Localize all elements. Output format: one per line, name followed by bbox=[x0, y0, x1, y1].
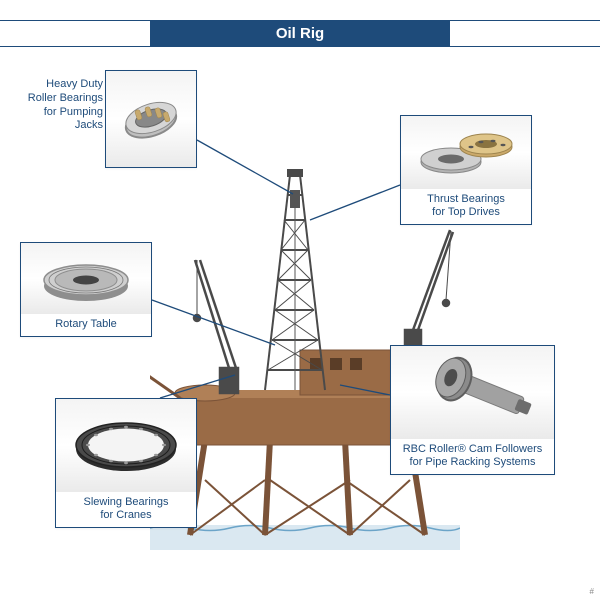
thrust-bearing-icon bbox=[401, 116, 531, 189]
watermark: # bbox=[590, 587, 594, 596]
roller-bearing-icon bbox=[106, 71, 196, 167]
cam-followers-callout: RBC Roller® Cam Followers for Pipe Racki… bbox=[390, 345, 555, 475]
cam-follower-icon bbox=[391, 346, 554, 439]
title-underline bbox=[0, 46, 600, 47]
cam-followers-label: RBC Roller® Cam Followers for Pipe Racki… bbox=[391, 439, 554, 475]
roller-bearings-label: Heavy Duty Roller Bearings for Pumping J… bbox=[18, 78, 103, 133]
rotary-table-icon bbox=[21, 243, 151, 314]
thrust-bearings-label: Thrust Bearings for Top Drives bbox=[401, 189, 531, 225]
thrust-bearings-callout: Thrust Bearings for Top Drives bbox=[400, 115, 532, 225]
rotary-table-callout: Rotary Table bbox=[20, 242, 152, 337]
slewing-bearings-label: Slewing Bearings for Cranes bbox=[56, 492, 196, 528]
slewing-bearings-callout: Slewing Bearings for Cranes bbox=[55, 398, 197, 528]
page-title: Oil Rig bbox=[276, 25, 324, 42]
title-bar: Oil Rig bbox=[150, 20, 450, 46]
slewing-bearing-icon bbox=[56, 399, 196, 492]
rotary-table-label: Rotary Table bbox=[21, 314, 151, 336]
roller-bearings-callout bbox=[105, 70, 197, 168]
